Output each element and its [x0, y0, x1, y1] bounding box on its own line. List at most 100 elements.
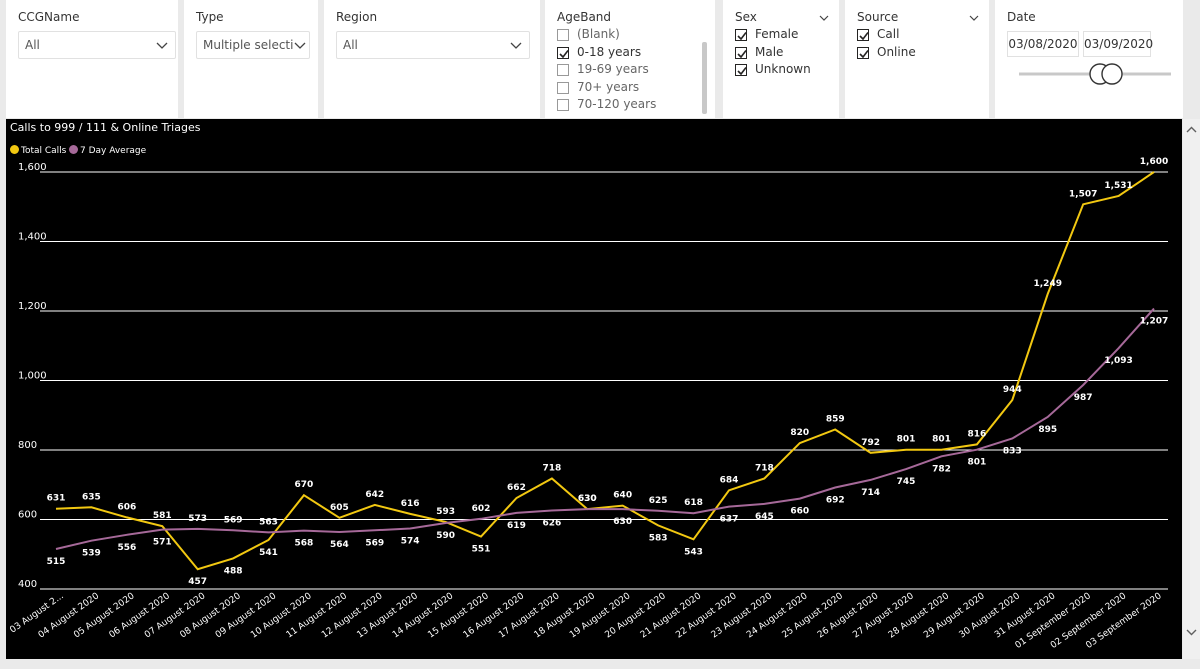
data-label: 619 — [507, 521, 526, 531]
checkbox-checked[interactable] — [857, 47, 869, 59]
y-tick-label: 1,200 — [18, 301, 47, 312]
checkbox-checked[interactable] — [735, 29, 747, 41]
legend-item-7-day-average[interactable]: 7 Day Average — [69, 145, 146, 156]
x-tick-label: 12 August 2020 — [320, 591, 385, 640]
option-label: 70+ years — [577, 80, 640, 94]
data-label: 640 — [613, 491, 632, 501]
legend-dot — [69, 145, 78, 154]
data-label: 718 — [542, 463, 561, 473]
chevron-up-icon[interactable] — [1183, 123, 1200, 137]
x-tick-label: 10 August 2020 — [249, 591, 314, 640]
checkmark-icon — [859, 32, 869, 41]
checkbox[interactable] — [557, 99, 569, 111]
data-label: 1,249 — [1034, 279, 1062, 289]
data-label: 571 — [153, 538, 172, 548]
option-label: Online — [877, 45, 916, 59]
data-label: 581 — [153, 511, 172, 521]
data-label: 859 — [826, 414, 845, 424]
checkbox[interactable] — [557, 82, 569, 94]
slicer-title: CCGName — [18, 10, 80, 24]
chevron-down-icon — [510, 42, 522, 49]
x-tick-label: 08 August 2020 — [178, 591, 243, 640]
data-label: 616 — [401, 499, 420, 509]
ccgname-dropdown[interactable]: All — [18, 31, 176, 59]
data-label: 944 — [1003, 385, 1022, 395]
slicer-title: AgeBand — [557, 10, 612, 24]
source-slicer: Source Call Online — [845, 0, 989, 118]
slider-handle-end — [1101, 63, 1123, 85]
x-tick-label: 15 August 2020 — [426, 591, 491, 640]
x-tick-label: 07 August 2020 — [143, 591, 208, 640]
data-label: 515 — [47, 557, 66, 567]
data-label: 618 — [684, 498, 703, 508]
chevron-down-icon[interactable] — [1183, 625, 1200, 639]
checkmark-icon — [737, 67, 747, 76]
data-label: 670 — [295, 480, 314, 490]
x-tick-label: 24 August 2020 — [745, 591, 810, 640]
chevron-down-icon[interactable] — [968, 12, 980, 24]
data-label: 563 — [259, 517, 278, 527]
x-tick-label: 19 August 2020 — [568, 591, 633, 640]
data-label: 573 — [188, 514, 207, 524]
checkbox-checked[interactable] — [735, 64, 747, 76]
checkbox[interactable] — [557, 64, 569, 76]
checkmark-icon — [737, 32, 747, 41]
data-label: 692 — [826, 496, 845, 506]
legend-label: Total Calls — [21, 146, 67, 156]
data-label: 635 — [82, 492, 101, 502]
x-tick-label: 26 August 2020 — [816, 591, 881, 640]
calls-line-chart: Calls to 999 / 111 & Online Triages Tota… — [6, 119, 1182, 659]
data-label: 630 — [578, 494, 597, 504]
option-label: (Blank) — [577, 27, 620, 41]
data-label: 645 — [755, 512, 774, 522]
region-dropdown[interactable]: All — [336, 31, 530, 59]
data-label: 782 — [932, 464, 951, 474]
data-label: 625 — [649, 496, 668, 506]
checkbox-checked[interactable] — [557, 47, 569, 59]
data-label: 662 — [507, 483, 526, 493]
ageband-scrollbar[interactable] — [702, 42, 707, 114]
x-tick-label: 25 August 2020 — [781, 591, 846, 640]
legend-dot — [10, 145, 19, 154]
legend-item-total-calls[interactable]: Total Calls — [10, 145, 66, 156]
data-label: 895 — [1038, 425, 1057, 435]
date-range-slider[interactable] — [995, 60, 1183, 90]
x-tick-label: 05 August 2020 — [72, 591, 137, 640]
checkbox[interactable] — [557, 29, 569, 41]
x-tick-label: 09 August 2020 — [214, 591, 279, 640]
data-label: 626 — [542, 518, 561, 528]
x-tick-label: 11 August 2020 — [285, 591, 350, 640]
data-label: 606 — [117, 502, 136, 512]
slicer-title: Sex — [735, 10, 757, 24]
data-label: 801 — [968, 458, 987, 468]
y-tick-label: 1,000 — [18, 371, 47, 382]
data-label: 541 — [259, 548, 278, 558]
x-tick-label: 22 August 2020 — [674, 591, 739, 640]
region-slicer: Region All — [324, 0, 540, 118]
chevron-down-icon[interactable] — [818, 12, 830, 24]
x-tick-label: 14 August 2020 — [391, 591, 456, 640]
legend-label: 7 Day Average — [80, 146, 147, 156]
y-tick-label: 600 — [18, 510, 37, 521]
type-dropdown[interactable]: Multiple selecti... — [196, 31, 310, 59]
data-label: 1,093 — [1104, 356, 1132, 366]
data-label: 1,600 — [1140, 157, 1168, 167]
chart-title: Calls to 999 / 111 & Online Triages — [10, 121, 201, 134]
checkbox-checked[interactable] — [857, 29, 869, 41]
checkbox-checked[interactable] — [735, 47, 747, 59]
option-label: 70-120 years — [577, 97, 657, 111]
end-date-input[interactable]: 03/09/2020 — [1083, 31, 1153, 57]
data-label: 816 — [968, 429, 987, 439]
y-tick-label: 800 — [18, 440, 37, 451]
page-scrollbar[interactable] — [1183, 119, 1200, 659]
data-label: 833 — [1003, 447, 1022, 457]
data-label: 569 — [224, 515, 243, 525]
start-date-input[interactable]: 03/08/2020 — [1007, 31, 1079, 57]
slicer-title: Region — [336, 10, 378, 24]
x-tick-label: 23 August 2020 — [710, 591, 775, 640]
x-tick-label: 28 August 2020 — [887, 591, 952, 640]
option-label: Female — [755, 27, 799, 41]
x-tick-label: 17 August 2020 — [497, 591, 562, 640]
chevron-down-icon — [156, 42, 168, 49]
slicer-title: Source — [857, 10, 899, 24]
